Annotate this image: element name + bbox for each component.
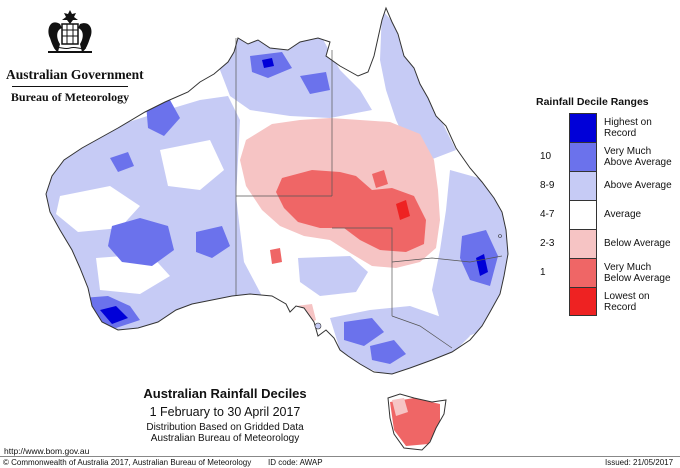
legend-label: Below Average — [604, 238, 671, 249]
region-highest-1 — [100, 306, 128, 324]
legend-item: Highest on Record — [536, 113, 676, 142]
region-very-much-above-3 — [196, 226, 230, 258]
legend-swatch — [569, 287, 597, 316]
legend: Highest on Record 10 Very Much Above Avera… — [536, 113, 676, 316]
divider — [12, 86, 128, 87]
region-below-average-ne — [438, 92, 450, 114]
legend-item: 1 Very Much Below Average — [536, 258, 676, 287]
legend-item: 10 Very Much Above Average — [536, 142, 676, 171]
region-very-much-above-6 — [300, 72, 330, 94]
legend-item: 8-9 Above Average — [536, 171, 676, 200]
region-very-much-below-1 — [276, 170, 426, 252]
legend-item: 4-7 Average — [536, 200, 676, 229]
legend-range: 8-9 — [540, 180, 555, 191]
decile-regions — [46, 10, 508, 446]
government-logo-block: Australian Government Bureau of Meteorol… — [6, 8, 144, 105]
region-very-much-above-10 — [110, 152, 134, 172]
legend-label: Lowest on Record — [604, 290, 650, 313]
legend-label: Above Average — [604, 180, 672, 191]
region-lowest-1 — [396, 200, 410, 220]
footer: © Commonwealth of Australia 2017, Austra… — [0, 456, 680, 468]
region-very-much-above-1 — [108, 218, 174, 266]
caption-title: Australian Rainfall Deciles — [143, 386, 307, 401]
legend-item: 2-3 Below Average — [536, 229, 676, 258]
legend-swatch — [569, 171, 597, 200]
legend-label: Highest on Record — [604, 116, 652, 139]
legend-range: 4-7 — [540, 209, 555, 220]
island-kangaroo — [314, 322, 322, 330]
region-very-much-above-9 — [370, 340, 406, 364]
coat-of-arms-icon — [48, 10, 92, 53]
copyright-text: © Commonwealth of Australia 2017, Austra… — [3, 458, 252, 467]
legend-label: Very Much Below Average — [604, 261, 671, 284]
island-fraser — [498, 234, 502, 238]
region-above-average-cape — [380, 10, 456, 160]
legend-range: 1 — [540, 267, 546, 278]
legend-label: Average — [604, 209, 642, 220]
region-above-average-centre — [298, 256, 368, 296]
legend-title: Rainfall Decile Ranges — [536, 96, 649, 108]
region-very-much-below-2 — [270, 248, 282, 264]
nsw-vic-border — [391, 315, 453, 349]
qld-nsw-border — [391, 255, 503, 263]
id-code: ID code: AWAP — [268, 458, 323, 467]
government-title: Australian Government — [6, 67, 144, 82]
tasmania-coastline — [387, 393, 447, 451]
region-average-west-1 — [56, 186, 140, 232]
legend-item: Lowest on Record — [536, 287, 676, 316]
legend-swatch — [569, 200, 597, 229]
map-caption: Australian Rainfall Deciles 1 February t… — [110, 386, 340, 444]
region-average-west-2 — [160, 140, 224, 190]
region-highest-3 — [262, 58, 274, 68]
legend-swatch — [569, 142, 597, 171]
region-very-much-above-2 — [146, 100, 180, 136]
legend-label: Very Much Above Average — [604, 145, 672, 168]
region-tasmania-average — [392, 398, 408, 416]
bureau-title: Bureau of Meteorology — [10, 90, 130, 104]
caption-distribution: Distribution Based on Gridded Data — [146, 422, 304, 433]
sa-qld-border — [332, 227, 393, 262]
legend-swatch — [569, 229, 597, 258]
caption-period: 1 February to 30 April 2017 — [149, 405, 301, 419]
region-very-much-below-3 — [372, 170, 388, 188]
issued-date: Issued: 21/05/2017 — [605, 458, 674, 467]
legend-swatch — [569, 258, 597, 287]
legend-swatch — [569, 113, 597, 142]
legend-range: 10 — [540, 151, 552, 162]
legend-range: 2-3 — [540, 238, 555, 249]
region-very-much-above-8 — [344, 318, 384, 346]
website-link[interactable]: http://www.bom.gov.au — [4, 446, 90, 456]
state-borders — [235, 38, 503, 349]
caption-source: Australian Bureau of Meteorology — [150, 433, 300, 444]
